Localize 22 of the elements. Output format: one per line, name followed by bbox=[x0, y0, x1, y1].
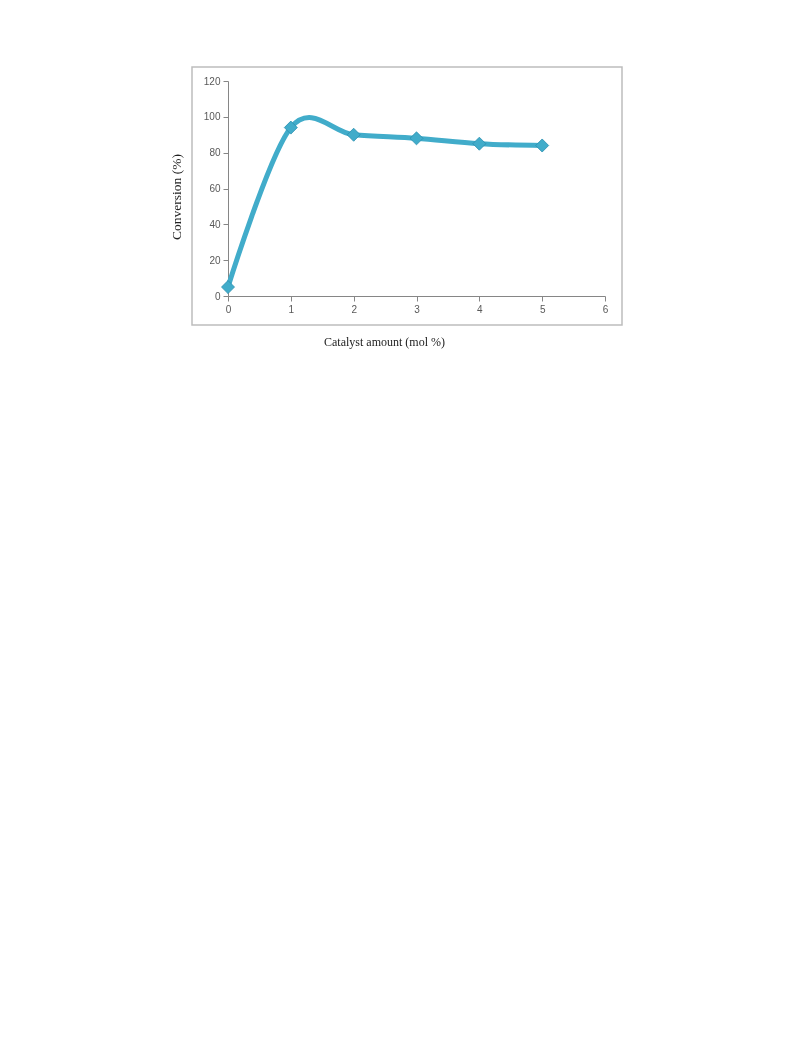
y-tick-label: 120 bbox=[203, 75, 221, 87]
y-tick-label: 60 bbox=[209, 183, 221, 194]
x-tick-label: 4 bbox=[477, 303, 484, 315]
x-tick-label: 5 bbox=[539, 303, 546, 315]
x-tick-label: 3 bbox=[414, 303, 421, 315]
x-axis-title: Catalyst amount (mol %) bbox=[324, 334, 445, 349]
point bbox=[472, 136, 487, 151]
x-tick-label: 1 bbox=[288, 303, 295, 315]
x-tick-label: 2 bbox=[351, 303, 358, 315]
x-tick-label: 6 bbox=[602, 303, 609, 315]
point bbox=[535, 138, 550, 153]
x-tick-label: 0 bbox=[225, 303, 232, 315]
y-tick-label: 80 bbox=[209, 147, 221, 159]
y-axis-title: Conversion (%) bbox=[168, 154, 184, 240]
point bbox=[221, 280, 235, 294]
y-tick-label: 20 bbox=[209, 254, 221, 266]
point bbox=[346, 127, 361, 142]
y-tick-label: 0 bbox=[214, 290, 221, 302]
point bbox=[409, 131, 424, 146]
y-tick-label: 100 bbox=[203, 111, 221, 123]
point bbox=[283, 120, 298, 135]
y-tick-label: 40 bbox=[209, 218, 221, 230]
